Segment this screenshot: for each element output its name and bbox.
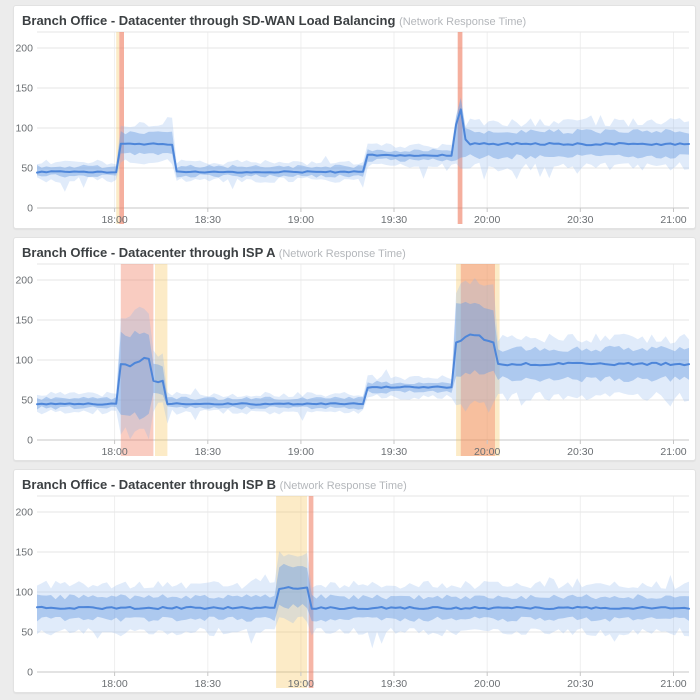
x-axis-ticks — [114, 672, 674, 676]
incident-band-red — [457, 32, 463, 224]
x-tick-label: 20:00 — [474, 214, 500, 226]
response-time-line — [36, 586, 690, 611]
gridlines-vertical — [114, 264, 674, 440]
y-tick-label: 0 — [27, 435, 33, 447]
chart-title-isp-b: Branch Office - Datacenter through ISP B… — [22, 477, 407, 492]
confidence-band-light — [37, 96, 689, 192]
chart-plot-sdwan[interactable]: 18:00 18:30 19:00 19:30 20:00 20:30 21:00 0 50 10… — [14, 6, 695, 228]
confidence-band-dark — [37, 301, 689, 420]
incident-bands — [120, 264, 500, 456]
incident-band-yellow — [155, 264, 168, 456]
y-tick-label: 200 — [15, 275, 33, 287]
chart-plot-isp-b[interactable]: 18:00 18:30 19:00 19:30 20:00 20:30 21:00 0 50 10… — [14, 470, 695, 692]
y-tick-label: 200 — [15, 43, 33, 55]
x-tick-label: 19:30 — [381, 446, 407, 458]
incident-band-red — [119, 32, 124, 224]
x-tick-label: 20:30 — [567, 678, 593, 690]
x-tick-label: 20:30 — [567, 446, 593, 458]
chart-card-isp-a: Branch Office - Datacenter through ISP A… — [13, 237, 696, 461]
x-tick-label: 21:00 — [660, 446, 686, 458]
y-tick-label: 50 — [21, 627, 33, 639]
confidence-band-dark — [37, 98, 689, 178]
y-tick-label: 150 — [15, 83, 33, 95]
x-tick-label: 19:30 — [381, 678, 407, 690]
y-tick-label: 200 — [15, 507, 33, 519]
incident-band-red — [308, 496, 314, 688]
x-tick-label: 21:00 — [660, 214, 686, 226]
x-tick-label: 19:00 — [288, 678, 314, 690]
x-tick-label: 21:00 — [660, 678, 686, 690]
y-tick-label: 150 — [15, 315, 33, 327]
x-tick-label: 19:00 — [288, 446, 314, 458]
chart-card-isp-b: Branch Office - Datacenter through ISP B… — [13, 469, 696, 693]
chart-plot-isp-a[interactable]: 18:00 18:30 19:00 19:30 20:00 20:30 21:00 0 50 10… — [14, 238, 695, 460]
y-axis-labels: 0 50 100 150 200 — [15, 507, 33, 679]
y-tick-label: 50 — [21, 163, 33, 175]
x-tick-label: 20:00 — [474, 446, 500, 458]
y-tick-label: 50 — [21, 395, 33, 407]
confidence-band-light — [37, 551, 689, 649]
x-axis-labels: 18:00 18:30 19:00 19:30 20:00 20:30 21:00 — [101, 446, 686, 458]
x-tick-label: 18:30 — [195, 678, 221, 690]
x-tick-label: 20:00 — [474, 678, 500, 690]
x-tick-label: 18:30 — [195, 214, 221, 226]
gridlines-horizontal — [37, 495, 689, 673]
chart-subtitle-text: (Network Response Time) — [279, 480, 407, 492]
x-tick-label: 20:30 — [567, 214, 593, 226]
incident-band-yellow — [456, 264, 500, 456]
incident-band-yellow — [276, 496, 308, 688]
incident-bands — [276, 496, 314, 688]
y-tick-label: 100 — [15, 123, 33, 135]
chart-title-text: Branch Office - Datacenter through ISP A — [22, 245, 276, 260]
gridlines-vertical — [114, 496, 674, 672]
y-axis-labels: 0 50 100 150 200 — [15, 43, 33, 215]
chart-title-isp-a: Branch Office - Datacenter through ISP A… — [22, 245, 406, 260]
y-axis-labels: 0 50 100 150 200 — [15, 275, 33, 447]
response-time-line — [36, 333, 690, 406]
x-axis-labels: 18:00 18:30 19:00 19:30 20:00 20:30 21:00 — [101, 214, 686, 226]
chart-card-sdwan: Branch Office - Datacenter through SD-WA… — [13, 5, 696, 229]
incident-bands — [116, 32, 463, 224]
incident-band-yellow — [116, 32, 120, 224]
y-tick-label: 100 — [15, 355, 33, 367]
x-tick-label: 18:30 — [195, 446, 221, 458]
chart-title-sdwan: Branch Office - Datacenter through SD-WA… — [22, 13, 526, 28]
y-tick-label: 0 — [27, 667, 33, 679]
x-axis-ticks — [114, 208, 674, 212]
confidence-band-light — [37, 278, 689, 440]
x-tick-label: 18:00 — [101, 678, 127, 690]
gridlines-vertical — [114, 32, 674, 208]
y-tick-label: 0 — [27, 203, 33, 215]
response-time-line — [36, 108, 690, 174]
y-tick-label: 150 — [15, 547, 33, 559]
x-tick-label: 19:30 — [381, 214, 407, 226]
chart-subtitle-text: (Network Response Time) — [399, 16, 527, 28]
chart-subtitle-text: (Network Response Time) — [278, 248, 406, 260]
x-tick-label: 18:00 — [101, 214, 127, 226]
incident-band-red — [120, 264, 154, 456]
x-tick-label: 19:00 — [288, 214, 314, 226]
x-axis-ticks — [114, 440, 674, 444]
incident-band-red — [460, 264, 495, 456]
x-tick-label: 18:00 — [101, 446, 127, 458]
y-tick-label: 100 — [15, 587, 33, 599]
chart-title-text: Branch Office - Datacenter through SD-WA… — [22, 13, 396, 28]
x-axis-labels: 18:00 18:30 19:00 19:30 20:00 20:30 21:00 — [101, 678, 686, 690]
chart-title-text: Branch Office - Datacenter through ISP B — [22, 477, 277, 492]
